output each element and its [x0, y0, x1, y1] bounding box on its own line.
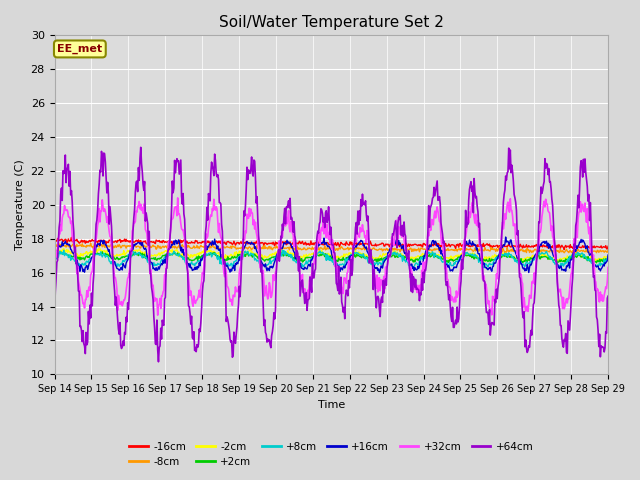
-2cm	[204, 249, 212, 254]
-16cm	[561, 247, 568, 252]
+64cm	[205, 191, 212, 196]
+2cm	[51, 252, 58, 258]
Line: -16cm: -16cm	[54, 238, 608, 250]
+8cm	[278, 247, 286, 253]
+2cm	[399, 253, 407, 259]
+32cm	[61, 203, 68, 208]
-2cm	[604, 254, 612, 260]
-8cm	[175, 244, 182, 250]
+8cm	[410, 265, 417, 271]
+16cm	[174, 240, 182, 245]
+8cm	[399, 253, 407, 259]
-8cm	[604, 247, 612, 253]
+8cm	[203, 252, 211, 258]
+16cm	[376, 270, 383, 276]
+16cm	[203, 247, 211, 253]
Text: EE_met: EE_met	[58, 44, 102, 54]
-2cm	[553, 260, 561, 265]
-2cm	[61, 247, 68, 253]
Y-axis label: Temperature (C): Temperature (C)	[15, 159, 25, 250]
+64cm	[604, 293, 612, 299]
+32cm	[154, 312, 161, 318]
Line: +32cm: +32cm	[54, 198, 608, 315]
+16cm	[604, 252, 612, 258]
Line: +8cm: +8cm	[54, 250, 608, 268]
+2cm	[593, 260, 600, 266]
+32cm	[175, 211, 183, 217]
+32cm	[417, 282, 424, 288]
+16cm	[61, 240, 68, 246]
+8cm	[61, 253, 68, 259]
-2cm	[175, 249, 182, 255]
-16cm	[399, 242, 407, 248]
-8cm	[118, 243, 126, 249]
Line: +16cm: +16cm	[54, 237, 608, 273]
+2cm	[415, 255, 423, 261]
-16cm	[604, 243, 612, 249]
+32cm	[118, 299, 125, 304]
-8cm	[91, 240, 99, 246]
+16cm	[502, 234, 509, 240]
-8cm	[204, 245, 212, 251]
-2cm	[118, 251, 126, 257]
-2cm	[415, 254, 423, 260]
+64cm	[400, 219, 408, 225]
-16cm	[51, 238, 58, 243]
X-axis label: Time: Time	[317, 400, 345, 409]
+64cm	[51, 311, 58, 316]
-8cm	[415, 249, 423, 254]
+32cm	[174, 195, 182, 201]
-16cm	[61, 238, 68, 243]
+32cm	[400, 237, 408, 243]
+16cm	[399, 242, 407, 248]
-2cm	[95, 246, 102, 252]
+16cm	[51, 250, 58, 255]
-16cm	[68, 235, 76, 240]
+2cm	[56, 249, 64, 254]
+8cm	[51, 257, 58, 263]
-16cm	[118, 239, 126, 244]
+2cm	[118, 255, 126, 261]
-8cm	[51, 243, 58, 249]
Line: +64cm: +64cm	[54, 147, 608, 362]
-8cm	[501, 251, 509, 256]
+32cm	[205, 225, 212, 231]
+64cm	[417, 290, 424, 296]
+32cm	[604, 264, 612, 270]
+64cm	[137, 144, 145, 150]
+8cm	[174, 252, 182, 258]
-16cm	[175, 239, 182, 245]
+64cm	[61, 170, 68, 176]
+8cm	[417, 259, 424, 264]
+32cm	[51, 263, 58, 269]
+16cm	[415, 264, 423, 270]
-16cm	[204, 239, 212, 245]
-2cm	[399, 252, 407, 258]
+64cm	[118, 346, 125, 351]
Legend: -16cm, -8cm, -2cm, +2cm, +8cm, +16cm, +32cm, +64cm: -16cm, -8cm, -2cm, +2cm, +8cm, +16cm, +3…	[125, 437, 538, 471]
+64cm	[175, 171, 183, 177]
-16cm	[415, 242, 423, 248]
+16cm	[118, 264, 125, 270]
+64cm	[155, 359, 163, 365]
+2cm	[604, 256, 612, 262]
-2cm	[51, 248, 58, 254]
Title: Soil/Water Temperature Set 2: Soil/Water Temperature Set 2	[219, 15, 444, 30]
Line: -2cm: -2cm	[54, 249, 608, 263]
+2cm	[204, 252, 212, 258]
Line: -8cm: -8cm	[54, 243, 608, 253]
Line: +2cm: +2cm	[54, 252, 608, 263]
-8cm	[399, 247, 407, 253]
+8cm	[604, 253, 612, 259]
+8cm	[118, 262, 125, 267]
+2cm	[61, 250, 69, 256]
+2cm	[175, 253, 182, 259]
-8cm	[61, 243, 68, 249]
